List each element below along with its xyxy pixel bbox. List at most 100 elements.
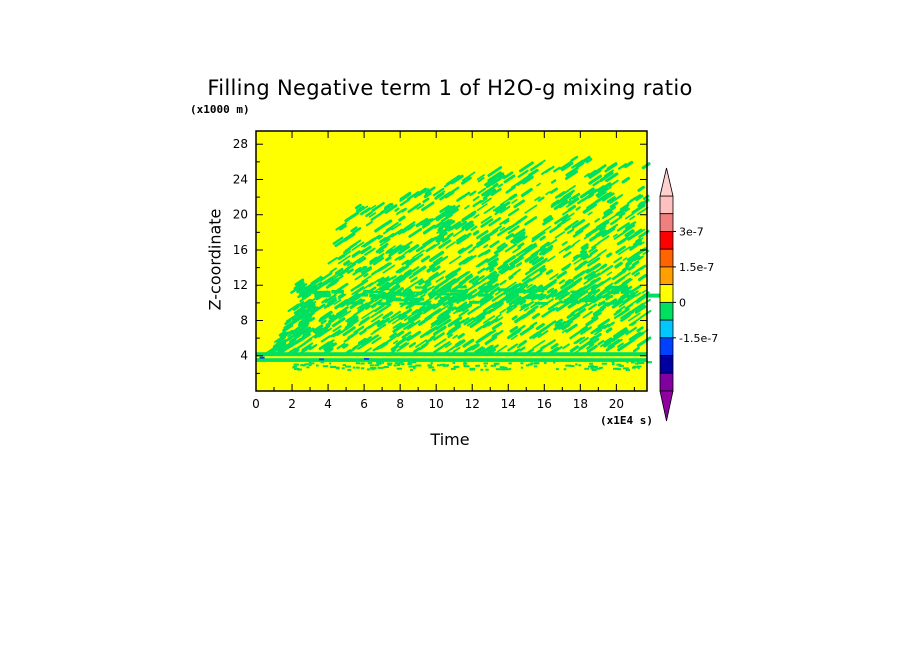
field-streak (486, 253, 499, 263)
field-streak (431, 302, 440, 308)
field-streak (530, 262, 543, 272)
field-streak (561, 217, 571, 225)
field-streak (363, 282, 374, 290)
field-streak (444, 205, 453, 212)
field-band-upper (526, 296, 545, 299)
field-streak (337, 293, 345, 299)
field-streak (551, 199, 560, 206)
field-streak (336, 342, 346, 350)
field-band-upper (398, 292, 411, 296)
field-streak (510, 232, 526, 244)
field-streak (558, 324, 565, 330)
field-streak (585, 157, 593, 164)
field-streak (472, 195, 480, 202)
field-streak (534, 196, 541, 202)
field-band-upper (382, 295, 394, 298)
field-streak (289, 337, 296, 344)
field-streak (327, 256, 338, 265)
field-streak (292, 305, 300, 311)
field-streak (490, 187, 502, 196)
field-streak (516, 262, 523, 267)
field-streak (436, 315, 451, 326)
field-streak (343, 232, 356, 242)
field-streak (535, 323, 545, 331)
field-streak (639, 241, 645, 246)
field-streak (573, 254, 580, 260)
field-streak (293, 281, 305, 290)
field-streak (378, 291, 385, 297)
field-streak (276, 340, 282, 345)
field-streak (613, 310, 627, 319)
field-speckle (387, 362, 393, 365)
field-streak (466, 282, 480, 292)
field-streak (528, 255, 539, 264)
field-streak (586, 200, 598, 210)
field-speckle (293, 365, 298, 368)
field-speckle (302, 364, 306, 367)
field-speckle (490, 364, 496, 367)
field-streak (276, 343, 284, 349)
field-streak (354, 271, 367, 281)
field-streak (405, 334, 412, 340)
field-streak (314, 329, 320, 335)
field-streak (641, 289, 647, 294)
field-streak (365, 267, 373, 273)
field-streak (371, 336, 382, 345)
field-streak (599, 186, 605, 191)
field-streak (537, 225, 552, 236)
field-streak (451, 306, 457, 312)
field-speckle (427, 364, 433, 367)
field-streak (415, 220, 425, 228)
field-streak (422, 197, 430, 204)
field-streak (589, 230, 605, 242)
field-streak (587, 169, 597, 178)
y-tick-label: 8 (240, 313, 248, 327)
field-streak (491, 322, 503, 330)
field-streak (385, 256, 392, 262)
field-streak (458, 303, 466, 310)
field-streak (601, 192, 615, 202)
field-speckle (553, 361, 556, 364)
field-streak (516, 340, 527, 349)
field-streak (447, 316, 463, 328)
field-speckle (501, 368, 506, 371)
field-streak (297, 287, 312, 299)
field-streak (456, 234, 467, 243)
field-streak (630, 321, 637, 326)
field-speckle (442, 364, 449, 367)
field-streak (427, 290, 436, 296)
field-streak (573, 337, 583, 345)
field-streak (471, 275, 485, 285)
field-streak (564, 278, 572, 284)
field-streak (463, 317, 475, 326)
field-streak (358, 205, 369, 213)
field-streak (480, 218, 494, 228)
field-band-upper (369, 293, 379, 298)
field-streak (635, 296, 646, 304)
field-streak (519, 325, 534, 336)
field-streak (380, 204, 394, 214)
field-streak (476, 203, 488, 212)
field-band-upper (344, 301, 364, 305)
field-streak (483, 205, 496, 214)
y-tick-label: 20 (233, 208, 248, 222)
field-streak (583, 233, 592, 240)
field-streak (385, 221, 399, 232)
field-streak (371, 202, 385, 212)
field-streak (492, 203, 505, 212)
field-streak (565, 185, 576, 193)
field-streak (584, 268, 590, 273)
field-streak (449, 186, 460, 195)
field-streak (485, 178, 500, 189)
field-band-upper (379, 286, 390, 291)
field-speckle (322, 365, 329, 368)
field-streak (374, 303, 385, 313)
field-streak (589, 248, 598, 256)
field-streak (532, 231, 546, 242)
field-streak (428, 271, 439, 280)
colorbar-over-arrow (659, 167, 674, 197)
field-streak (335, 330, 343, 336)
field-streak (448, 322, 462, 333)
field-streak (451, 283, 463, 292)
